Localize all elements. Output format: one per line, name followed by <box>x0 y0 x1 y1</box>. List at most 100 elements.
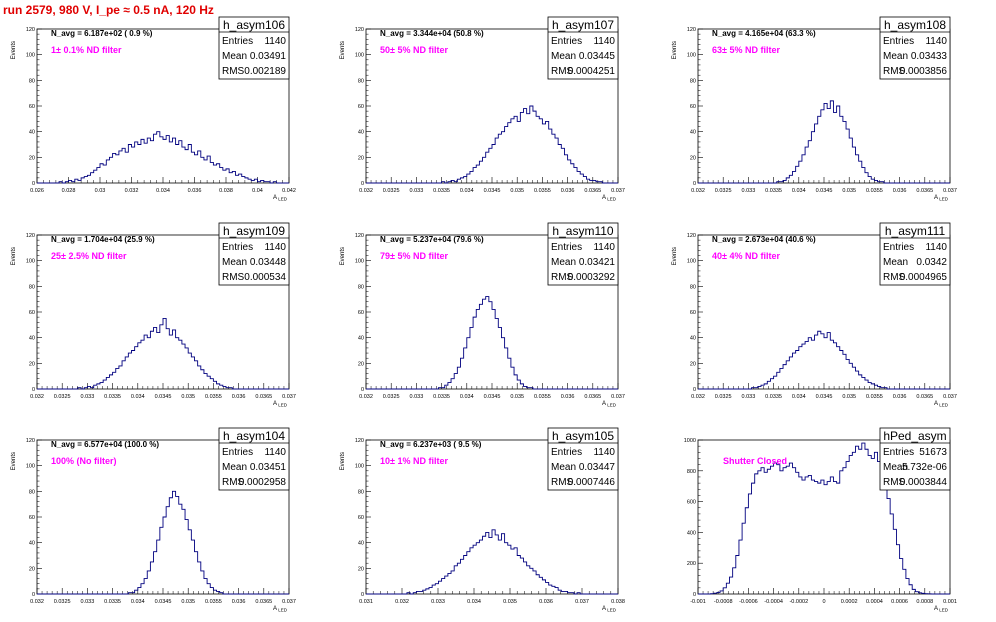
filter-label: 63± 5% ND filter <box>712 45 780 55</box>
x-tick-label: 0.035 <box>181 394 195 400</box>
stats-value: 1140 <box>925 242 947 253</box>
stats-box <box>547 16 619 80</box>
stats-title: h_asym106 <box>223 18 285 32</box>
x-tick-label: 0.0355 <box>534 188 551 194</box>
x-tick-label: 0.0365 <box>916 188 933 194</box>
x-tick-label: 0.034 <box>460 394 474 400</box>
y-tick-label: 20 <box>29 566 35 572</box>
x-tick-label: 0.033 <box>742 394 756 400</box>
x-tick-label: 0.033 <box>410 394 424 400</box>
filter-label: 25± 2.5% ND filter <box>51 251 127 261</box>
y-tick-label: 100 <box>355 53 364 59</box>
stats-label: Entries <box>222 242 253 253</box>
y-axis-title: Events <box>672 41 678 59</box>
stats-value: 0.0003292 <box>568 272 616 283</box>
x-tick-label: 0.0345 <box>816 394 833 400</box>
y-tick-label: 120 <box>687 233 696 239</box>
histogram-line <box>37 131 289 184</box>
navg-label: N_avg = 3.344e+04 (50.8 %) <box>380 29 484 38</box>
stats-value: 51673 <box>919 447 947 458</box>
y-tick-label: 20 <box>690 361 696 367</box>
y-tick-label: 40 <box>690 336 696 342</box>
stats-label: RMS <box>551 66 574 77</box>
x-tick-label: 0.034 <box>792 188 806 194</box>
stats-value: 0.03447 <box>579 462 616 473</box>
stats-value: 0.0004965 <box>900 272 948 283</box>
stats-label: RMS <box>883 272 906 283</box>
x-tick-label: 0.0365 <box>255 599 272 605</box>
histogram-panel-h_asym110: 0 20 40 60 80 100 120 Events 0.032 0.0325 0.033 0.0… <box>340 222 625 408</box>
stats-label: Entries <box>551 36 582 47</box>
y-tick-label: 0 <box>361 181 364 187</box>
x-tick-label: 0.034 <box>156 188 170 194</box>
x-tick-label: 0.0345 <box>155 599 172 605</box>
y-tick-label: 100 <box>26 464 35 470</box>
stats-title: h_asym104 <box>223 429 285 443</box>
y-tick-label: 100 <box>355 464 364 470</box>
y-tick-label: 40 <box>358 541 364 547</box>
stats-label: RMS <box>883 477 906 488</box>
x-tick-label: 0.0008 <box>916 599 933 605</box>
x-tick-label: 0.032 <box>30 394 44 400</box>
stats-title: h_asym110 <box>552 224 613 238</box>
stats-box <box>218 16 290 80</box>
filter-label: 100% (No filter) <box>51 456 117 466</box>
x-tick-label: 0.0365 <box>255 394 272 400</box>
y-tick-label: 120 <box>355 27 364 33</box>
y-tick-label: 40 <box>29 541 35 547</box>
y-tick-label: 40 <box>358 130 364 136</box>
stats-label: Mean <box>883 257 908 268</box>
x-tick-label: 0.028 <box>62 188 76 194</box>
x-tick-label: 0.0355 <box>205 599 222 605</box>
x-tick-label: 0.0345 <box>484 188 501 194</box>
stats-box <box>547 427 619 491</box>
stats-value: 0.03448 <box>250 257 287 268</box>
y-axis-title: Events <box>672 247 678 265</box>
x-tick-label: 0.036 <box>232 599 246 605</box>
y-axis-title: Events <box>340 452 346 470</box>
x-tick-label: 0.04 <box>252 188 263 194</box>
histogram-panels: 0 20 40 60 80 100 120 Events 0.026 0.028 0.03 0.032… <box>11 16 957 613</box>
x-tick-label: 0.0335 <box>433 394 450 400</box>
x-tick-label: 0.035 <box>510 188 524 194</box>
x-tick-label: 0.038 <box>611 599 625 605</box>
x-tick-label: 0.0325 <box>715 394 732 400</box>
x-tick-label: 0.0002 <box>841 599 858 605</box>
x-tick-label: -0.0004 <box>764 599 783 605</box>
x-tick-label: 0.035 <box>510 394 524 400</box>
y-tick-label: 600 <box>687 500 696 506</box>
x-tick-label: 0.036 <box>893 394 907 400</box>
histogram-panel-h_asym109: 0 20 40 60 80 100 120 Events 0.032 0.0325 0.033 0.0… <box>11 222 296 408</box>
y-tick-label: 60 <box>358 310 364 316</box>
x-tick-label: 0.037 <box>943 188 957 194</box>
x-tick-label: 0.0335 <box>104 394 121 400</box>
x-tick-label: 0.033 <box>81 599 95 605</box>
x-axis-title: A LED <box>602 401 617 408</box>
y-tick-label: 80 <box>690 78 696 84</box>
y-tick-label: 0 <box>32 181 35 187</box>
y-axis-title: Events <box>11 41 17 59</box>
histogram-panel-h_asym108: 0 20 40 60 80 100 120 Events 0.032 0.0325 0.033 0.0… <box>672 16 957 202</box>
y-tick-label: 20 <box>358 155 364 161</box>
stats-title: hPed_asym <box>883 429 946 443</box>
x-tick-label: 0.035 <box>181 599 195 605</box>
x-tick-label: 0.032 <box>691 188 705 194</box>
x-tick-label: 0.036 <box>561 394 575 400</box>
x-tick-label: 0.0325 <box>383 188 400 194</box>
y-tick-label: 0 <box>693 592 696 598</box>
stats-label: Mean <box>222 462 247 473</box>
x-tick-label: 0.037 <box>282 394 296 400</box>
x-tick-label: 0 <box>822 599 825 605</box>
y-tick-label: 0 <box>32 592 35 598</box>
y-tick-label: 40 <box>690 130 696 136</box>
x-tick-label: 0.0365 <box>584 394 601 400</box>
stats-value: 0.0007446 <box>568 477 616 488</box>
x-tick-label: 0.031 <box>359 599 373 605</box>
stats-box <box>547 222 619 286</box>
x-tick-label: 0.0325 <box>715 188 732 194</box>
x-tick-label: 0.0325 <box>54 394 71 400</box>
histogram-line <box>698 100 950 184</box>
stats-value: 0.03451 <box>250 462 287 473</box>
y-tick-label: 100 <box>26 53 35 59</box>
y-tick-label: 40 <box>29 130 35 136</box>
